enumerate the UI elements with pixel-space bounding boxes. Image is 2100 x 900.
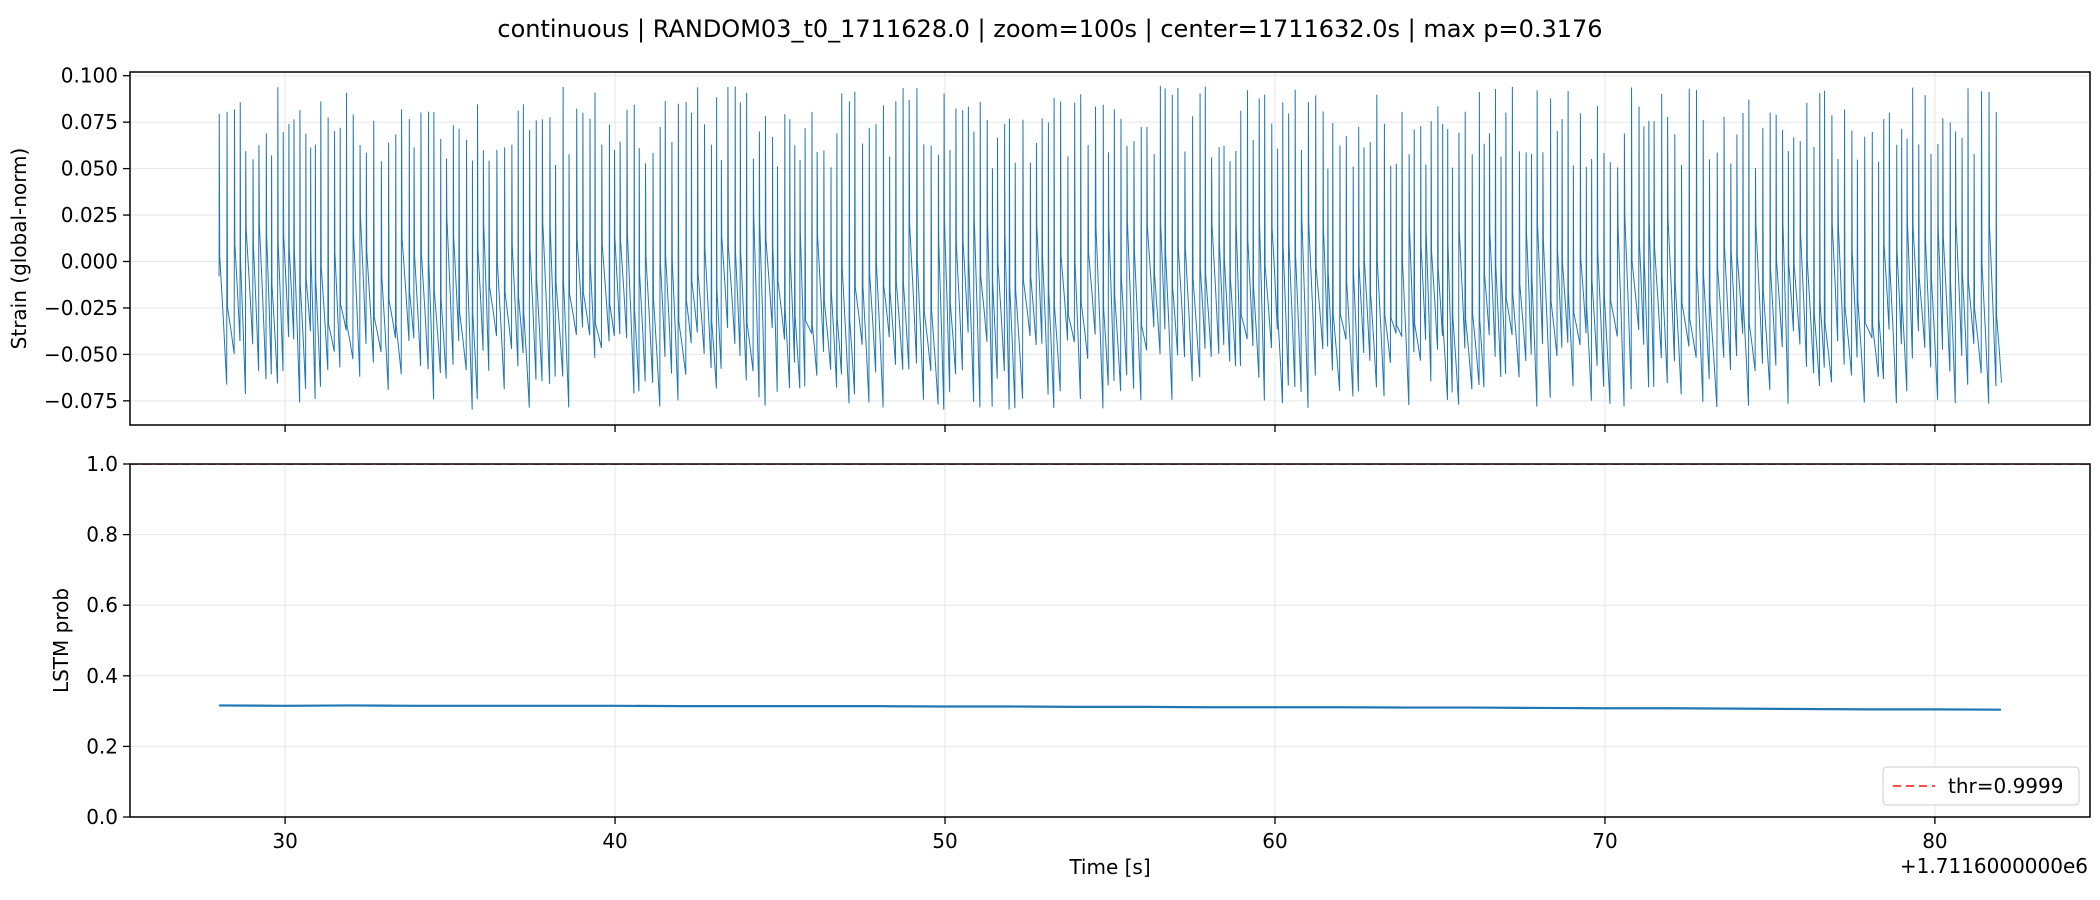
- legend-box: [1882, 766, 2080, 806]
- strain-ytick-label: −0.075: [44, 389, 118, 413]
- prob-ticks: 30 40 50 60 70 80 0.0 0.2 0.4 0.6 0.8 1.0: [86, 452, 1947, 853]
- prob-xtick-label: 80: [1922, 829, 1947, 853]
- strain-ytick-label: 0.100: [61, 64, 118, 88]
- prob-xtick-label: 30: [272, 829, 297, 853]
- strain-ytick-label: 0.000: [61, 250, 118, 274]
- prob-xtick-label: 60: [1262, 829, 1287, 853]
- prob-ytick-label: 0.2: [86, 734, 118, 758]
- prob-ytick-label: 0.8: [86, 523, 118, 547]
- strain-ytick-label: 0.050: [61, 157, 118, 181]
- prob-ytick-label: 1.0: [86, 452, 118, 476]
- strain-ytick-label: 0.075: [61, 110, 118, 134]
- strain-ticks: −0.075 −0.050 −0.025 0.000 0.025 0.050 0.075 0.…: [44, 64, 1936, 432]
- prob-panel: 30 40 50 60 70 80 0.0 0.2 0.4 0.6 0.8 1.0 LSTM prob…: [49, 452, 2091, 879]
- prob-xlabel: Time [s]: [1068, 855, 1150, 879]
- prob-grid: [130, 463, 2090, 818]
- prob-axes-frame: [129, 463, 2091, 818]
- strain-series-line: [218, 85, 2003, 410]
- figure-suptitle: continuous | RANDOM03_t0_1711628.0 | zoo…: [497, 15, 1602, 43]
- strain-axes-frame: [129, 71, 2091, 426]
- legend-threshold-label: thr=0.9999: [1948, 774, 2063, 798]
- strain-panel: −0.075 −0.050 −0.025 0.000 0.025 0.050 0.075 0.…: [7, 64, 2091, 432]
- legend: thr=0.9999: [1882, 766, 2080, 806]
- prob-xtick-label: 50: [932, 829, 957, 853]
- strain-ytick-label: −0.050: [44, 342, 118, 366]
- prob-xtick-label: 70: [1592, 829, 1617, 853]
- prob-ytick-label: 0.0: [86, 805, 118, 829]
- prob-series-line: [219, 704, 2001, 711]
- prob-ylabel: LSTM prob: [49, 588, 73, 693]
- prob-ytick-label: 0.4: [86, 664, 118, 688]
- prob-ytick-label: 0.6: [86, 593, 118, 617]
- strain-ylabel: Strain (global-norm): [7, 148, 31, 350]
- x-offset-label: +1.7116000000e6: [1900, 854, 2088, 878]
- prob-xtick-label: 40: [602, 829, 627, 853]
- strain-ytick-label: −0.025: [44, 296, 118, 320]
- strain-ytick-label: 0.025: [61, 203, 118, 227]
